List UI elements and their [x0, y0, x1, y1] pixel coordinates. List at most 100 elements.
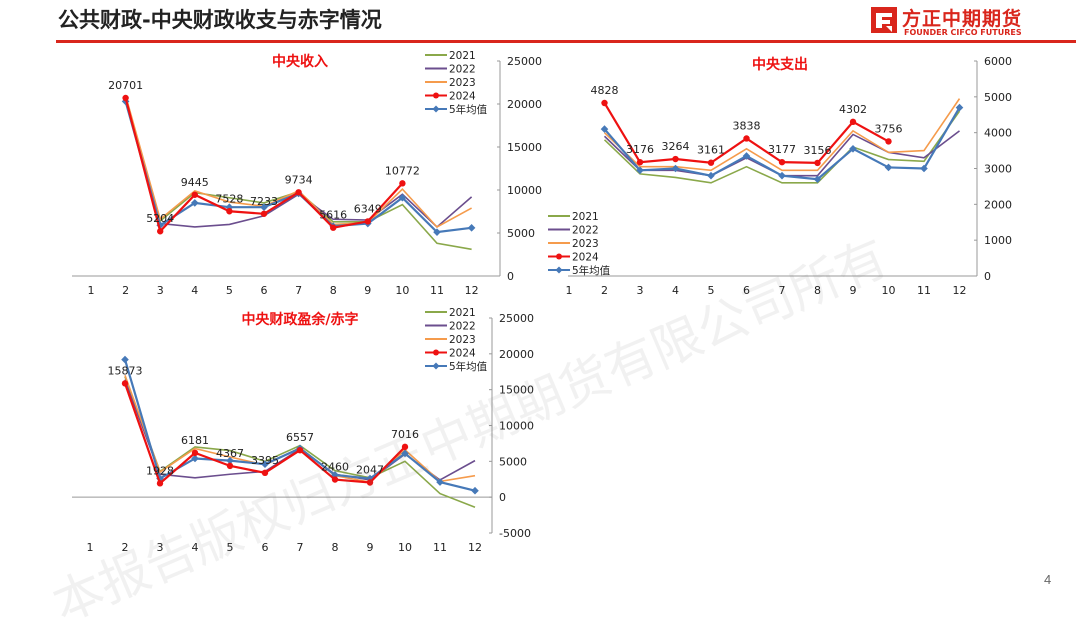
legend-item-2024: 2024 — [425, 91, 476, 103]
x-tick-label: 10 — [398, 541, 412, 554]
data-label: 9445 — [181, 176, 209, 189]
data-point — [849, 144, 857, 153]
legend-item-avg: 5年均值 — [425, 103, 488, 116]
y-tick-label: 5000 — [507, 227, 535, 240]
x-tick-label: 9 — [367, 541, 374, 554]
data-point — [295, 189, 302, 196]
x-tick-label: 7 — [297, 541, 304, 554]
x-tick-label: 8 — [814, 284, 821, 297]
data-point — [156, 221, 164, 230]
legend-item-2022: 2022 — [425, 321, 476, 333]
page-title: 公共财政-中央财政收支与赤字情况 — [58, 8, 382, 32]
y-tick-label: 20000 — [507, 98, 542, 111]
legend-item-2024: 2024 — [548, 252, 599, 264]
x-tick-label: 2 — [122, 541, 129, 554]
data-point — [191, 199, 199, 207]
data-label: 1928 — [146, 464, 174, 477]
series-line — [603, 98, 961, 172]
data-point — [296, 446, 304, 454]
y-tick-label: 25000 — [499, 312, 534, 325]
data-label: 7233 — [250, 195, 278, 208]
data-point — [636, 166, 644, 175]
data-point — [225, 203, 234, 211]
chart-title: 中央收入 — [272, 53, 328, 70]
legend-marker — [432, 105, 440, 113]
x-tick-label: 8 — [330, 284, 337, 297]
data-point — [849, 118, 857, 126]
y-tick-label: 2000 — [984, 198, 1012, 211]
data-point — [260, 203, 268, 211]
data-point — [157, 228, 164, 235]
data-label: 3838 — [733, 119, 761, 132]
data-point — [331, 476, 339, 483]
y-tick-label: 10000 — [507, 184, 542, 197]
data-label: 5204 — [146, 212, 174, 225]
y-tick-label: 25000 — [507, 55, 542, 68]
x-tick-label: 6 — [743, 284, 750, 297]
y-tick-label: 15000 — [507, 141, 542, 154]
data-point — [814, 159, 821, 167]
data-label: 20701 — [108, 79, 143, 92]
data-point — [436, 478, 444, 486]
y-tick-label: 0 — [984, 270, 991, 283]
brand-logo: 方正中期期货 FOUNDER CIFCO FUTURES — [870, 6, 1070, 38]
data-point — [330, 224, 337, 231]
series-line — [603, 110, 961, 184]
data-point — [707, 171, 715, 180]
x-tick-label: 3 — [157, 541, 164, 554]
series-2023 — [603, 98, 961, 172]
x-tick-label: 11 — [433, 541, 447, 554]
data-label: 3756 — [875, 122, 903, 135]
data-point — [121, 380, 129, 387]
data-point — [742, 152, 751, 160]
x-tick-label: 10 — [395, 284, 409, 297]
series-avg — [600, 103, 964, 184]
legend-marker — [556, 253, 562, 260]
data-point — [884, 163, 893, 172]
data-point — [707, 159, 715, 166]
y-tick-label: 0 — [499, 491, 506, 504]
data-point — [471, 486, 479, 495]
y-tick-label: -5000 — [499, 527, 531, 540]
legend-label: 2023 — [572, 238, 599, 250]
x-tick-label: 12 — [465, 284, 479, 297]
x-tick-label: 5 — [226, 284, 233, 297]
data-point — [813, 175, 822, 184]
legend-item-2023: 2023 — [425, 334, 476, 346]
x-tick-label: 9 — [364, 284, 371, 297]
data-point — [636, 158, 644, 166]
data-label: 15873 — [108, 364, 143, 377]
x-tick-label: 6 — [261, 284, 268, 297]
series-2024 — [121, 380, 409, 487]
data-label: 5616 — [319, 209, 347, 222]
data-point — [399, 180, 406, 187]
x-tick-label: 1 — [88, 284, 95, 297]
data-label: 9734 — [285, 173, 313, 186]
x-tick-label: 10 — [882, 284, 896, 297]
x-tick-label: 12 — [468, 541, 482, 554]
y-tick-label: 20000 — [499, 348, 534, 361]
data-point — [398, 193, 407, 202]
series-line — [124, 375, 476, 483]
data-point — [226, 208, 233, 215]
x-tick-label: 2 — [601, 284, 608, 297]
series-avg — [121, 355, 479, 495]
data-label: 3395 — [251, 454, 279, 467]
y-tick-label: 10000 — [499, 420, 534, 433]
legend-label: 2021 — [449, 307, 476, 319]
legend-item-2024: 2024 — [425, 348, 476, 360]
data-label: 7528 — [215, 192, 243, 205]
data-label: 10772 — [385, 164, 420, 177]
legend-item-2021: 2021 — [548, 211, 599, 223]
x-tick-label: 6 — [262, 541, 269, 554]
data-label: 7016 — [391, 428, 419, 441]
legend-item-avg: 5年均值 — [425, 360, 488, 373]
data-point — [260, 210, 268, 217]
data-point — [920, 164, 928, 173]
y-tick-label: 15000 — [499, 384, 534, 397]
series-line — [123, 359, 476, 492]
legend-marker — [433, 349, 439, 356]
data-label: 2460 — [321, 461, 349, 474]
x-tick-label: 7 — [295, 284, 302, 297]
